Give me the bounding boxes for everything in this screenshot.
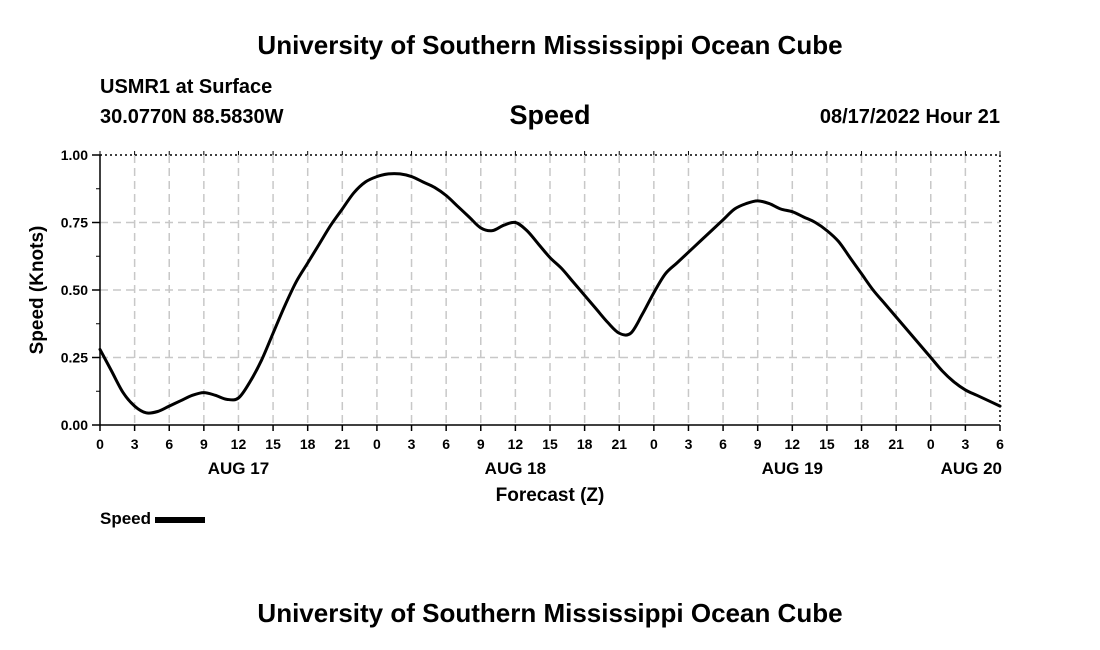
y-tick-label: 0.25 [61, 350, 88, 366]
y-tick-label: 0.00 [61, 417, 88, 433]
x-tick-label: 18 [300, 436, 316, 452]
x-tick-label: 0 [373, 436, 381, 452]
x-tick-label: 12 [785, 436, 801, 452]
y-tick-label: 0.75 [61, 215, 88, 231]
x-tick-label: 3 [408, 436, 416, 452]
y-tick-label: 0.50 [61, 282, 88, 298]
x-tick-label: 21 [611, 436, 627, 452]
x-tick-label: 3 [131, 436, 139, 452]
page-title: University of Southern Mississippi Ocean… [257, 30, 843, 60]
legend-label-speed: Speed [100, 509, 152, 528]
x-date-label: AUG 19 [762, 459, 823, 478]
x-date-label: AUG 17 [208, 459, 269, 478]
x-tick-label: 12 [231, 436, 247, 452]
chart-legend: Speed [100, 509, 206, 529]
y-tick-label: 1.00 [61, 147, 88, 163]
x-tick-label: 18 [577, 436, 593, 452]
x-tick-label: 15 [542, 436, 558, 452]
x-tick-label: 0 [96, 436, 104, 452]
x-tick-label: 0 [650, 436, 658, 452]
x-tick-label: 12 [508, 436, 524, 452]
grid-lines [100, 155, 1000, 425]
x-tick-label: 6 [719, 436, 727, 452]
x-tick-label: 0 [927, 436, 935, 452]
legend-line-speed [155, 517, 206, 523]
x-date-label: AUG 18 [485, 459, 546, 478]
x-tick-label: 6 [996, 436, 1004, 452]
x-tick-label: 9 [477, 436, 485, 452]
x-tick-label: 9 [754, 436, 762, 452]
x-axis-title: Forecast (Z) [496, 485, 605, 506]
chart-axes [92, 151, 1001, 431]
x-tick-label: 21 [888, 436, 904, 452]
x-tick-label: 3 [685, 436, 693, 452]
x-tick-label: 18 [854, 436, 870, 452]
series-line-speed [98, 172, 1002, 415]
x-tick-label: 3 [961, 436, 969, 452]
x-tick-label: 6 [165, 436, 173, 452]
chart-title: Speed [509, 100, 591, 130]
footer-title: University of Southern Mississippi Ocean… [257, 598, 843, 628]
x-date-label: AUG 20 [941, 459, 1002, 478]
series-layer [98, 172, 1002, 415]
forecast-datetime: 08/17/2022 Hour 21 [819, 106, 1000, 128]
x-tick-label: 6 [442, 436, 450, 452]
tick-labels: 0.00 0.25 0.50 0.75 1.00 0 3 6 9 12 15 18 21 0 3 6 9 12 15… [27, 147, 1004, 506]
station-label: USMR1 at Surface [100, 76, 273, 98]
x-tick-label: 9 [200, 436, 208, 452]
x-tick-label: 21 [335, 436, 351, 452]
x-tick-label: 15 [819, 436, 835, 452]
y-axis-title: Speed (Knots) [27, 226, 48, 355]
coordinates-label: 30.0770N 88.5830W [100, 106, 284, 128]
x-tick-label: 15 [265, 436, 281, 452]
